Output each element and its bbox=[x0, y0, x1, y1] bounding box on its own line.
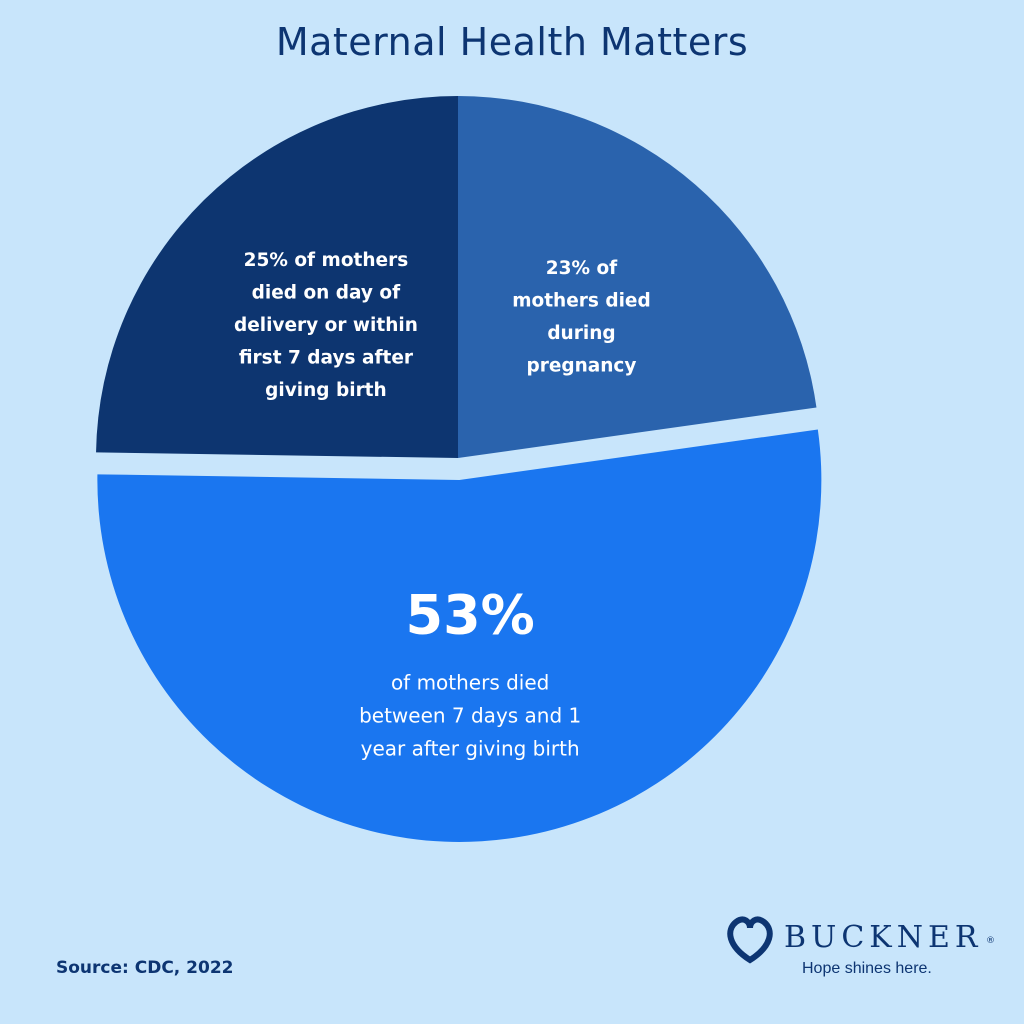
slice-label-line: pregnancy bbox=[526, 356, 636, 377]
pie-slice-1 bbox=[458, 96, 817, 458]
slice-label-line: 23% of bbox=[546, 258, 618, 279]
slice-label-line: mothers died bbox=[512, 291, 651, 312]
slice-label-line: between 7 days and 1 bbox=[359, 703, 581, 727]
slice-label-line: year after giving birth bbox=[361, 736, 580, 760]
slice-label-line: giving birth bbox=[265, 380, 387, 401]
slice-big-value: 53% bbox=[406, 583, 535, 646]
logo-registered-mark: ® bbox=[986, 936, 995, 946]
slice-label-2: 53% of mothers died between 7 days and 1 ye… bbox=[359, 583, 581, 760]
buckner-logo: BUCKNER ® Hope shines here. bbox=[722, 906, 1002, 990]
pie-slice-3 bbox=[96, 95, 459, 459]
slice-label-3: 25% of mothers died on day of delivery or … bbox=[234, 250, 418, 401]
pie-slice-2 bbox=[97, 429, 822, 842]
slice-label-line: 25% of mothers bbox=[244, 250, 409, 271]
page-title: Maternal Health Matters bbox=[275, 20, 749, 64]
logo-tagline: Hope shines here. bbox=[802, 960, 932, 977]
slice-label-line: delivery or within bbox=[234, 315, 418, 336]
slice-label-line: during bbox=[547, 323, 615, 344]
buckner-heart-knot-icon bbox=[727, 916, 773, 964]
slice-label-line: first 7 days after bbox=[239, 347, 414, 368]
slice-label-line: died on day of bbox=[252, 282, 402, 303]
logo-wordmark: BUCKNER bbox=[784, 920, 983, 955]
slice-label-1: 23% of mothers died during pregnancy bbox=[512, 258, 651, 377]
slice-label-line: of mothers died bbox=[391, 670, 549, 694]
source-citation: Source: CDC, 2022 bbox=[56, 958, 234, 978]
